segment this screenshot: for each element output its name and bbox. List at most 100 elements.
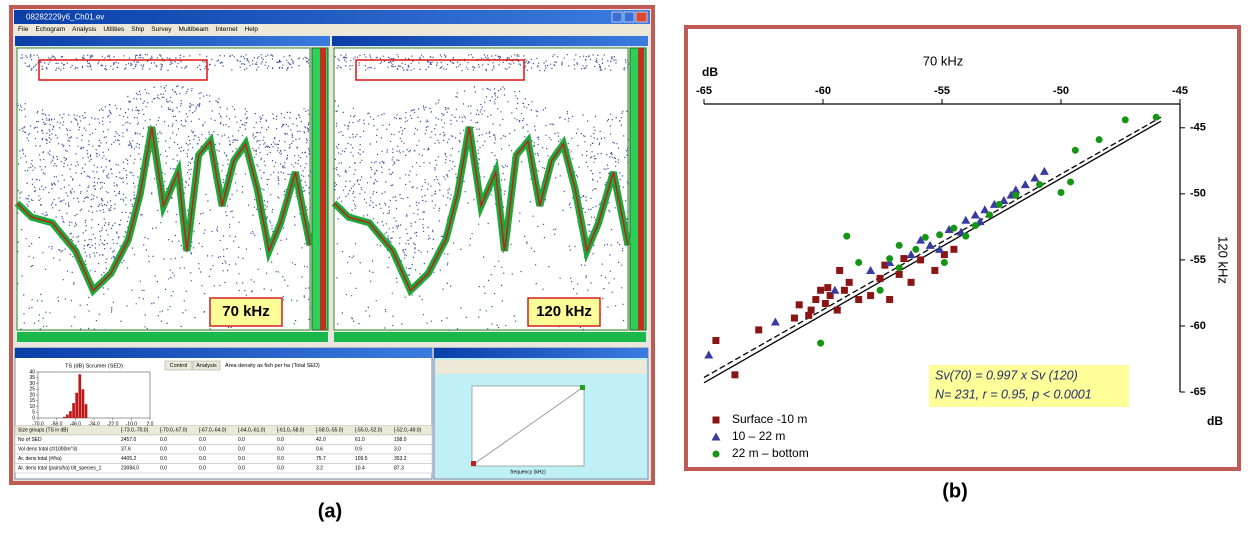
minimize-button[interactable] xyxy=(611,11,623,23)
table-cell: 0.0 xyxy=(277,437,284,443)
table-cell: 0.0 xyxy=(160,437,167,443)
table-header-cell: [-73.0,-70.0) xyxy=(121,428,149,434)
table-cell: 3.2 xyxy=(316,466,323,472)
point xyxy=(840,286,848,294)
table-cell: 37.6 xyxy=(121,447,131,453)
menu-item[interactable]: Analysis xyxy=(72,26,97,33)
point xyxy=(931,266,939,274)
point xyxy=(855,296,863,304)
point xyxy=(1012,191,1020,199)
histogram-bar xyxy=(75,392,79,418)
response-line xyxy=(473,387,583,465)
point xyxy=(907,278,915,286)
window-buttons xyxy=(611,11,648,23)
point xyxy=(845,278,853,286)
point xyxy=(925,240,935,249)
table-row xyxy=(14,444,433,455)
table-header-cell: [-70.0,-67.0) xyxy=(160,428,188,434)
x-tick-label: -55 xyxy=(934,85,950,97)
menu-bar xyxy=(14,24,650,34)
histogram-bar xyxy=(72,403,75,418)
echogram-title-bar xyxy=(332,36,648,46)
point xyxy=(876,274,884,282)
table-cell: 0.0 xyxy=(277,466,284,472)
point xyxy=(912,245,920,253)
point xyxy=(895,264,903,272)
table-cell: 353.2 xyxy=(394,456,407,462)
x-tick-label: -45 xyxy=(1172,85,1188,97)
menu-item[interactable]: Survey xyxy=(151,26,172,33)
point xyxy=(770,317,780,326)
table-cell: 23084.0 xyxy=(121,466,139,472)
menu-item[interactable]: Help xyxy=(245,26,259,33)
point xyxy=(821,299,829,307)
legend-marker xyxy=(712,416,720,424)
point xyxy=(824,284,832,292)
y-tick-label: 25 xyxy=(29,387,35,393)
y-tick-label: 30 xyxy=(29,381,35,387)
histogram-bar xyxy=(66,414,69,418)
point xyxy=(876,286,884,294)
y-tick-label: -55 xyxy=(1190,254,1206,266)
x-tick-label: -46.0 xyxy=(70,421,82,427)
x-tick-label: -58.0 xyxy=(51,421,63,427)
y-tick-label: 5 xyxy=(32,410,35,416)
close-button[interactable] xyxy=(635,11,648,23)
table-cell: 3.0 xyxy=(394,447,401,453)
backscatter xyxy=(334,54,630,331)
tab[interactable] xyxy=(164,360,193,371)
point xyxy=(886,255,894,263)
table-cell: 0.0 xyxy=(277,447,284,453)
table-cell: 0.0 xyxy=(199,456,206,462)
point xyxy=(975,217,985,226)
echogram-title-bar xyxy=(15,36,330,46)
table-cell: 0.0 xyxy=(199,466,206,472)
table-cell: 61.0 xyxy=(355,437,365,443)
point xyxy=(940,259,948,267)
table-header-cell: [-58.0,-55.0) xyxy=(316,428,344,434)
point xyxy=(971,222,979,230)
highlight-box xyxy=(38,59,208,81)
table-cell: 0.9 xyxy=(355,447,362,453)
point xyxy=(961,215,971,224)
menu-item[interactable]: Utilities xyxy=(103,26,125,33)
point xyxy=(895,270,903,278)
maximize-button[interactable] xyxy=(623,11,635,23)
point xyxy=(940,251,948,259)
x-tick-label: -65 xyxy=(696,85,712,97)
menu-item[interactable]: Multibeam xyxy=(179,26,209,33)
y-tick-label: -65 xyxy=(1190,386,1206,398)
point xyxy=(936,231,944,239)
point xyxy=(836,266,844,274)
point xyxy=(886,296,894,304)
point xyxy=(790,314,798,322)
point xyxy=(1020,180,1030,189)
point xyxy=(995,200,1003,208)
point xyxy=(1152,113,1160,121)
x-tick-label: -34.0 xyxy=(88,421,100,427)
histogram-title: TS (dB) Scrumer (SED) xyxy=(65,363,123,369)
point xyxy=(731,371,739,379)
point xyxy=(970,210,980,219)
y-unit: dB xyxy=(1207,414,1223,428)
y-tick-label: 0 xyxy=(32,415,35,421)
y-tick-label: -60 xyxy=(1190,320,1206,332)
tab[interactable] xyxy=(192,360,221,371)
table-cell: 0.0 xyxy=(238,456,245,462)
table-cell: 4405.2 xyxy=(121,456,137,462)
menu-item[interactable]: Ship xyxy=(131,26,144,33)
x-tick-label: -22.0 xyxy=(107,421,119,427)
histogram-bar xyxy=(69,411,72,418)
menu-item[interactable]: Echogram xyxy=(35,26,65,33)
point xyxy=(1039,166,1049,175)
point xyxy=(944,225,954,234)
table-header-cell: [-52.0,-49.0) xyxy=(394,428,422,434)
time-axis xyxy=(17,332,328,342)
frequency-title-bar xyxy=(434,348,648,358)
y-tick-label: 10 xyxy=(29,404,35,410)
menu-item[interactable]: File xyxy=(18,26,29,33)
menu-item[interactable]: Internet xyxy=(216,26,238,33)
point xyxy=(855,259,863,267)
